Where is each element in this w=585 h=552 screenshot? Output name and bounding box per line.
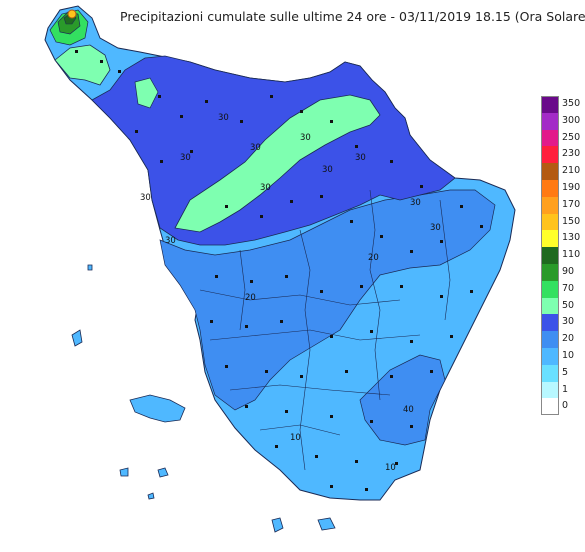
region-50-70-small	[134, 77, 159, 109]
legend-label: 150	[562, 215, 581, 227]
map-title: Precipitazioni cumulate sulle ultime 24 …	[120, 9, 585, 24]
island-pianosa	[157, 467, 169, 478]
legend-swatch	[541, 96, 559, 113]
contour-label: 30	[410, 198, 421, 208]
district-lines	[199, 189, 451, 471]
legend-swatch	[541, 247, 559, 264]
legend-label: 20	[562, 333, 575, 345]
contour-label: 40	[403, 405, 414, 415]
island-montecristo	[119, 467, 129, 477]
legend-label: 70	[562, 282, 575, 294]
legend-swatch	[541, 129, 559, 147]
legend-label: 10	[562, 350, 575, 361]
contour-label: 30	[165, 236, 176, 246]
legend-label: 300	[562, 114, 581, 126]
legend-swatch	[541, 314, 559, 332]
contour-label: 30	[218, 113, 229, 123]
region-20-30	[159, 189, 496, 411]
legend-label: 230	[562, 148, 581, 160]
island-giglio	[271, 517, 284, 533]
legend-swatch	[541, 213, 559, 231]
legend-swatch	[541, 331, 559, 348]
contour-label: 10	[385, 463, 396, 473]
region-50-70-north	[54, 44, 111, 86]
legend-label: 190	[562, 182, 581, 193]
legend-swatch	[541, 112, 559, 130]
region-peak	[67, 9, 77, 19]
legend-swatch	[541, 347, 559, 365]
legend-label: 350	[562, 98, 581, 109]
legend-label: 5	[562, 366, 569, 378]
legend-swatch	[541, 230, 559, 248]
contour-label: 20	[245, 293, 256, 303]
legend-label: 110	[562, 249, 581, 261]
contour-label: 20	[368, 253, 379, 263]
island-capraia	[71, 329, 83, 347]
color-legend	[541, 96, 559, 416]
contour-label: 30	[300, 133, 311, 143]
legend-label: 90	[562, 266, 575, 277]
contour-label: 30	[140, 193, 151, 203]
legend-swatch	[541, 398, 559, 416]
legend-label: 1	[562, 383, 569, 395]
island-elba	[129, 394, 186, 423]
region-se-20	[359, 354, 446, 446]
legend-label: 0	[562, 400, 569, 412]
legend-swatch	[541, 196, 559, 214]
legend-swatch	[541, 297, 559, 315]
station-dots	[75, 50, 483, 491]
region-50-70	[174, 94, 381, 233]
legend-swatch	[541, 280, 559, 298]
legend-swatch	[541, 263, 559, 281]
legend-swatch	[541, 146, 559, 164]
legend-swatch	[541, 179, 559, 197]
legend-label: 50	[562, 299, 575, 311]
contour-label: 30	[355, 153, 366, 163]
legend-label: 130	[562, 232, 581, 244]
legend-swatch	[541, 364, 559, 382]
contour-label: 10	[290, 433, 301, 443]
legend-label: 250	[562, 131, 581, 143]
legend-swatch	[541, 163, 559, 180]
legend-swatch	[541, 381, 559, 399]
island-gorgona	[87, 264, 93, 271]
contour-label: 30	[260, 183, 271, 193]
island-small-west	[147, 492, 155, 500]
contour-label: 30	[430, 223, 441, 233]
legend-label: 170	[562, 198, 581, 210]
legend-label: 210	[562, 165, 581, 177]
contour-label: 30	[180, 153, 191, 163]
contour-label: 30	[322, 165, 333, 175]
legend-label: 30	[562, 316, 575, 328]
island-giannutri	[317, 517, 336, 531]
contour-label: 30	[250, 143, 261, 153]
